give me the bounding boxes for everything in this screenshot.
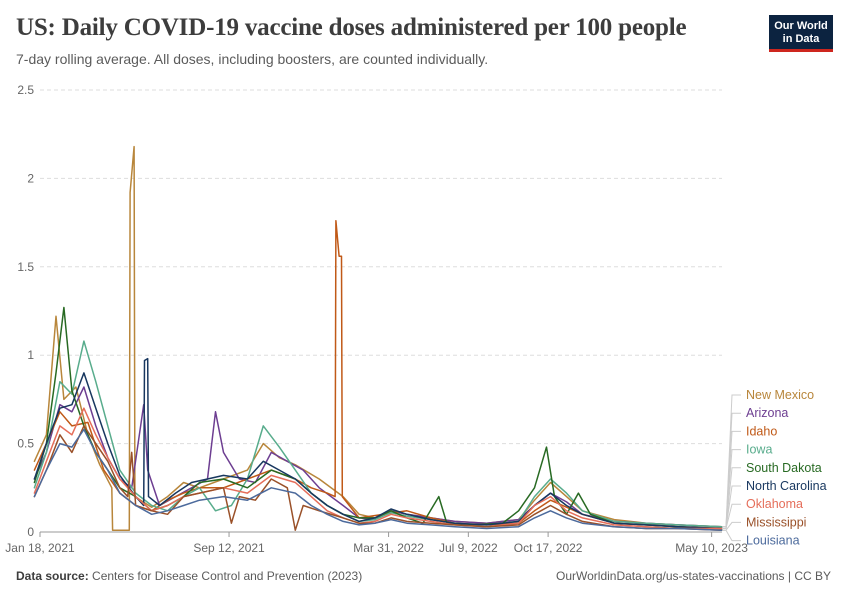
logo-line-1: Our World xyxy=(774,20,828,32)
legend-label-new-mexico: New Mexico xyxy=(746,388,814,402)
line-chart: 0 0.5 1 1.5 2 2.5 Jan 18, 2021 Sep 12, 2021 Mar … xyxy=(5,83,827,555)
x-tick-label: May 10, 2023 xyxy=(675,541,748,555)
x-tick-label: Jan 18, 2021 xyxy=(5,541,75,555)
data-source-text[interactable]: Centers for Disease Control and Preventi… xyxy=(92,569,363,583)
data-source-label: Data source: xyxy=(16,569,89,583)
series-line-louisiana xyxy=(33,428,723,531)
chart-title: US: Daily COVID-19 vaccine doses adminis… xyxy=(16,14,687,41)
y-tick-label: 2 xyxy=(27,171,34,185)
source-url[interactable]: OurWorldinData.org/us-states-vaccination… xyxy=(556,569,831,583)
legend-connector xyxy=(722,529,741,542)
legend-label-louisiana: Louisiana xyxy=(746,534,800,548)
owid-logo[interactable]: Our World in Data xyxy=(769,15,833,52)
series-line-north-carolina xyxy=(33,357,723,530)
series-line-oklahoma xyxy=(33,407,723,530)
x-tick-label: Sep 12, 2021 xyxy=(193,541,265,555)
y-tick-label: 1 xyxy=(27,348,34,362)
legend-label-oklahoma: Oklahoma xyxy=(746,497,803,511)
logo-line-2: in Data xyxy=(782,33,820,45)
data-source: Data source: Centers for Disease Control… xyxy=(16,569,362,583)
x-tick-label: Oct 17, 2022 xyxy=(514,541,583,555)
x-tick-label: Jul 9, 2022 xyxy=(439,541,498,555)
legend-connector xyxy=(722,503,741,529)
x-tick-label: Mar 31, 2022 xyxy=(353,541,424,555)
legend-label-mississippi: Mississippi xyxy=(746,515,806,529)
legend-connector xyxy=(722,467,741,529)
legend-label-arizona: Arizona xyxy=(746,406,788,420)
legend-label-idaho: Idaho xyxy=(746,424,777,438)
legend-connector xyxy=(722,430,741,529)
legend-connector xyxy=(722,449,741,528)
legend-label-south-dakota: South Dakota xyxy=(746,461,822,475)
series-line-iowa xyxy=(33,340,723,528)
legend-label-iowa: Iowa xyxy=(746,443,772,457)
series-line-new-mexico xyxy=(33,145,723,531)
series-line-mississippi xyxy=(33,425,723,531)
y-tick-label: 2.5 xyxy=(17,83,34,97)
y-tick-label: 0.5 xyxy=(17,437,34,451)
chart-subtitle: 7-day rolling average. All doses, includ… xyxy=(16,51,489,67)
y-tick-label: 0 xyxy=(27,525,34,539)
y-tick-label: 1.5 xyxy=(17,260,34,274)
legend-label-north-carolina: North Carolina xyxy=(746,479,827,493)
